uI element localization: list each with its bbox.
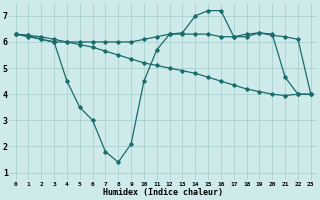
X-axis label: Humidex (Indice chaleur): Humidex (Indice chaleur) <box>103 188 223 197</box>
